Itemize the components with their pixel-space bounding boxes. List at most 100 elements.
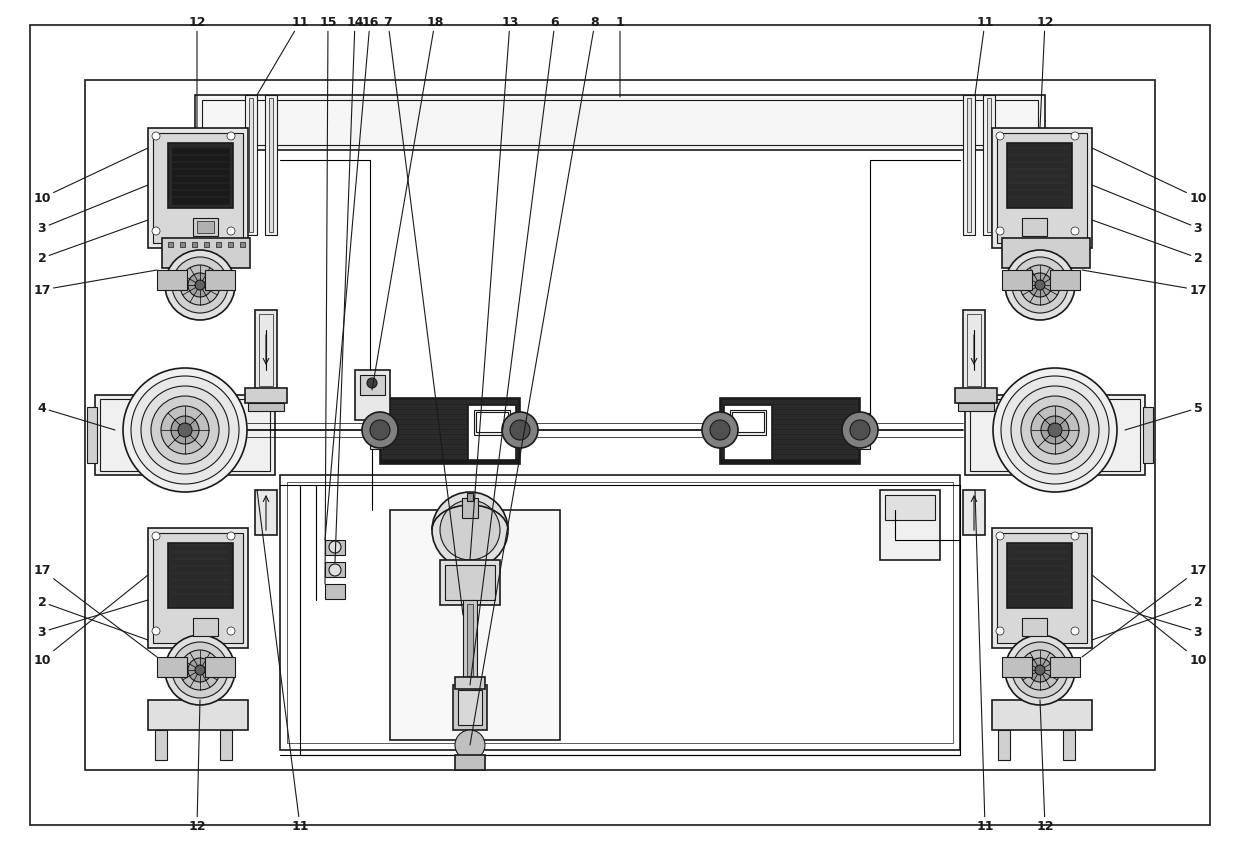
Circle shape xyxy=(996,627,1004,635)
Circle shape xyxy=(432,492,508,568)
Bar xyxy=(722,420,858,424)
Circle shape xyxy=(1042,416,1069,444)
Circle shape xyxy=(188,273,212,297)
Bar xyxy=(467,405,516,460)
Circle shape xyxy=(188,658,212,682)
Bar xyxy=(157,270,187,290)
Circle shape xyxy=(161,406,210,454)
Bar xyxy=(992,128,1092,248)
Circle shape xyxy=(440,500,500,560)
Bar xyxy=(983,95,994,235)
Bar xyxy=(724,405,773,460)
Bar xyxy=(197,221,215,233)
Bar xyxy=(280,475,960,750)
Bar xyxy=(965,395,1145,475)
Bar xyxy=(722,415,858,419)
Text: 10: 10 xyxy=(33,148,148,204)
Circle shape xyxy=(165,250,236,320)
Text: 6: 6 xyxy=(470,15,559,685)
Text: 10: 10 xyxy=(33,575,148,666)
Bar xyxy=(155,730,167,760)
Bar xyxy=(167,242,174,247)
Text: 2: 2 xyxy=(1092,220,1203,265)
Bar xyxy=(355,370,391,420)
Text: 3: 3 xyxy=(37,600,148,638)
Circle shape xyxy=(195,280,205,290)
Bar xyxy=(1002,238,1090,268)
Bar xyxy=(458,690,482,725)
Bar xyxy=(153,533,243,643)
Circle shape xyxy=(153,227,160,235)
Bar xyxy=(970,399,1140,471)
Bar xyxy=(148,528,248,648)
Text: 1: 1 xyxy=(615,15,625,97)
Bar xyxy=(157,657,187,677)
Bar xyxy=(148,128,248,248)
Bar xyxy=(722,405,858,409)
Bar xyxy=(360,375,384,395)
Bar xyxy=(248,403,284,411)
Circle shape xyxy=(179,423,192,437)
Text: 4: 4 xyxy=(37,402,115,430)
Bar xyxy=(269,98,273,232)
Bar xyxy=(391,510,560,740)
Text: 8: 8 xyxy=(470,15,599,745)
Bar xyxy=(205,242,210,247)
Circle shape xyxy=(172,257,228,313)
Bar xyxy=(474,410,510,435)
Bar xyxy=(382,440,518,444)
Text: 17: 17 xyxy=(33,270,157,296)
Bar xyxy=(722,455,858,459)
Bar xyxy=(205,270,236,290)
Circle shape xyxy=(153,627,160,635)
Bar xyxy=(963,95,975,235)
Bar xyxy=(193,618,218,636)
Bar xyxy=(445,565,495,600)
Bar xyxy=(382,450,518,454)
Circle shape xyxy=(171,416,198,444)
Circle shape xyxy=(141,386,229,474)
Bar xyxy=(379,398,520,464)
Bar xyxy=(382,455,518,459)
Bar xyxy=(382,420,518,424)
Bar xyxy=(967,314,981,386)
Bar xyxy=(249,98,253,232)
Circle shape xyxy=(180,265,219,305)
Bar xyxy=(286,482,954,743)
Text: 2: 2 xyxy=(1092,596,1203,640)
Bar xyxy=(1050,270,1080,290)
Circle shape xyxy=(1001,376,1109,484)
Bar xyxy=(382,400,518,404)
Text: 3: 3 xyxy=(1092,185,1203,235)
Bar xyxy=(259,314,273,386)
Text: 3: 3 xyxy=(1092,600,1203,638)
Circle shape xyxy=(849,420,870,440)
Text: 5: 5 xyxy=(1125,402,1203,430)
Bar xyxy=(467,604,472,676)
Text: 17: 17 xyxy=(33,563,157,657)
Circle shape xyxy=(367,378,377,388)
Bar xyxy=(246,388,286,403)
Text: 7: 7 xyxy=(383,15,463,615)
Bar xyxy=(722,440,858,444)
Bar xyxy=(463,600,477,680)
Text: 12: 12 xyxy=(188,15,206,128)
Text: 12: 12 xyxy=(1037,15,1054,128)
Bar xyxy=(216,242,221,247)
Bar xyxy=(987,98,991,232)
Bar xyxy=(86,80,1154,770)
Circle shape xyxy=(123,368,247,492)
Circle shape xyxy=(329,541,341,553)
Text: 3: 3 xyxy=(37,185,148,235)
Bar xyxy=(1002,270,1032,290)
Circle shape xyxy=(702,412,738,448)
Bar xyxy=(195,95,1045,150)
Bar xyxy=(440,560,500,605)
Bar xyxy=(382,445,518,449)
Text: 11: 11 xyxy=(975,15,993,95)
Circle shape xyxy=(1021,396,1089,464)
Bar xyxy=(370,413,383,449)
Circle shape xyxy=(996,227,1004,235)
Bar xyxy=(455,755,485,770)
Text: 16: 16 xyxy=(325,15,378,540)
